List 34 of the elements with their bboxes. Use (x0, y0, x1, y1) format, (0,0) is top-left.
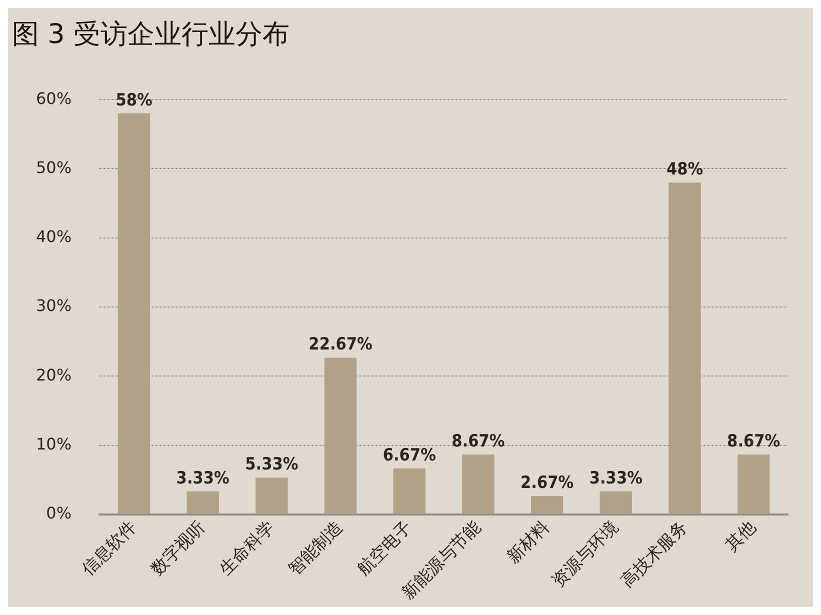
y-tick-label: 0% (46, 504, 72, 523)
bar (462, 454, 494, 514)
x-tick-label: 生命科学 (216, 517, 278, 580)
x-tick-label: 新材料 (504, 517, 554, 568)
y-tick-label: 20% (36, 365, 72, 384)
y-tick-label: 30% (36, 296, 72, 316)
bar (668, 182, 701, 514)
data-label: 8.67% (727, 431, 780, 452)
y-tick-label: 60% (36, 88, 72, 108)
bar (186, 491, 219, 514)
data-label: 5.33% (245, 454, 298, 475)
bar (530, 496, 564, 514)
bar (393, 468, 426, 514)
chart-title: 图 3 受访企业行业分布 (12, 18, 290, 52)
x-tick-label: 信息软件 (78, 517, 141, 580)
x-tick-label: 其他 (722, 517, 760, 556)
data-label: 58% (116, 90, 152, 110)
x-tick-label: 智能制造 (284, 517, 348, 580)
data-label: 22.67% (308, 334, 372, 355)
y-tick-label: 10% (36, 434, 72, 454)
bar (256, 478, 288, 514)
bar (600, 491, 632, 514)
y-tick-label: 40% (36, 227, 72, 246)
x-tick-label: 数字视听 (147, 517, 210, 580)
data-label: 6.67% (382, 445, 436, 466)
data-label: 3.33% (589, 468, 642, 488)
data-label: 2.67% (520, 472, 574, 493)
bar (118, 113, 150, 514)
data-label: 3.33% (176, 468, 230, 488)
bar (324, 358, 357, 514)
data-label: 8.67% (452, 431, 505, 452)
y-tick-label: 50% (36, 158, 72, 177)
bar (737, 454, 770, 514)
data-label: 48% (666, 159, 704, 180)
